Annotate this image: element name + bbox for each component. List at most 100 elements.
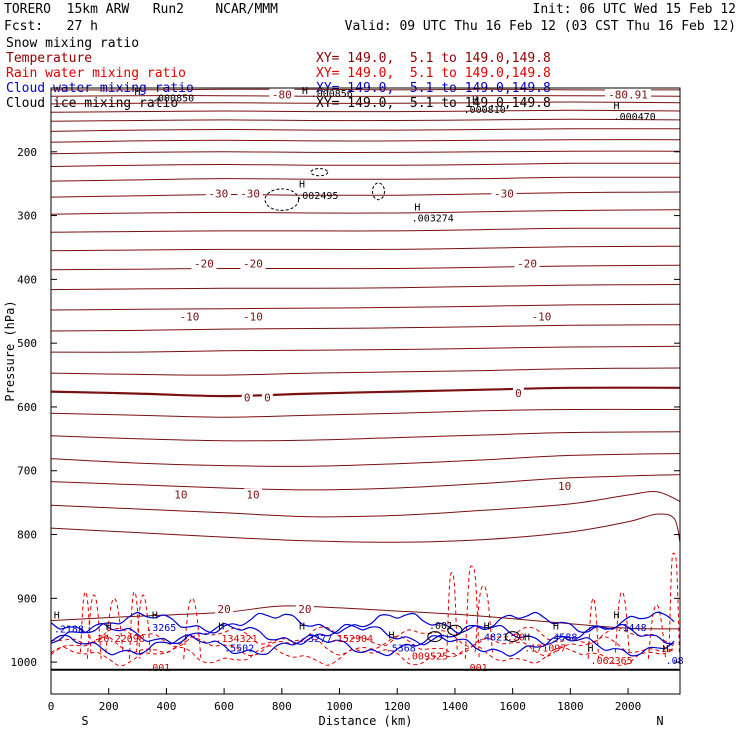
max-value-label: .001 <box>146 663 170 674</box>
cloud-ice-contour <box>264 188 300 211</box>
y-tick-label: 500 <box>17 337 37 350</box>
temperature-label-bg <box>514 257 540 270</box>
y-tick-label: 800 <box>17 529 37 542</box>
max-value-label: .22098 <box>109 634 145 645</box>
temperature-label: 20 <box>298 603 311 616</box>
temperature-contour <box>50 245 681 252</box>
temperature-label-bg <box>241 391 253 404</box>
temperature-label: -20 <box>243 257 263 270</box>
temperature-label-bg <box>215 603 234 616</box>
temperature-contour <box>50 88 681 91</box>
valid-time: Valid: 09 UTC Thu 16 Feb 12 (03 CST Thu … <box>344 19 736 34</box>
max-value-label: .1448 <box>617 623 647 634</box>
max-marker: H <box>299 180 305 191</box>
temperature-label-bg <box>243 488 262 501</box>
max-marker: H <box>614 610 620 621</box>
max-marker: H <box>54 610 60 621</box>
temperature-label: 10 <box>174 488 187 501</box>
max-value-label: .134321 <box>215 634 257 645</box>
temperature-label-bg <box>205 187 231 200</box>
y-tick-label: 1000 <box>11 656 38 669</box>
rain-water-contours <box>50 552 680 667</box>
temperature-label-bg <box>191 257 217 270</box>
rain-contour <box>474 585 493 653</box>
cloud-water-contour <box>50 622 675 646</box>
temperature-label-bg <box>240 257 266 270</box>
x-tick-label: 1800 <box>557 700 584 713</box>
temperature-label-bg <box>171 488 190 501</box>
x-tick-label: 800 <box>272 700 292 713</box>
north-label: N <box>656 714 663 728</box>
temperature-contour <box>50 176 681 182</box>
temperature-label-bg <box>512 386 524 399</box>
cloud-ice-contour <box>447 624 463 636</box>
legend-temperature-name: Temperature <box>6 51 93 66</box>
y-tick-label: 700 <box>17 465 37 478</box>
temperature-label: -30 <box>208 187 228 200</box>
x-tick-label: 0 <box>48 700 55 713</box>
rain-contour <box>50 626 675 648</box>
y-tick-label: 600 <box>17 401 37 414</box>
temperature-label-bg <box>295 603 314 616</box>
rain-contour <box>647 604 667 659</box>
temperature-label: -10 <box>532 310 552 323</box>
x-tick-label: 1000 <box>326 700 353 713</box>
max-value-label: .5502 <box>224 643 254 654</box>
temperature-contour <box>50 303 681 311</box>
temperature-label: 0 <box>244 391 251 404</box>
rain-contour <box>50 645 675 667</box>
temperature-label: 20 <box>217 603 230 616</box>
temperature-contour <box>50 453 681 467</box>
temperature-contour <box>50 431 681 442</box>
temperature-contour <box>50 118 681 122</box>
max-marker: H <box>135 87 141 98</box>
temperature-contour <box>50 227 681 233</box>
max-marker: H <box>299 622 305 633</box>
x-tick-label: 1400 <box>442 700 469 713</box>
max-value-label: .000856 <box>311 89 353 100</box>
rain-contour <box>50 635 675 657</box>
x-tick-label: 1200 <box>384 700 411 713</box>
cloud-ice-contour <box>505 631 521 643</box>
init-time: Init: 06 UTC Wed 15 Feb 12 <box>532 2 737 17</box>
max-value-label: .000470 <box>614 112 656 123</box>
max-value-label: .4588 <box>547 633 577 644</box>
temperature-label-bg <box>555 480 574 493</box>
temperature-contour <box>50 474 681 491</box>
temperature-contour <box>50 345 681 353</box>
legend-temperature-xy: XY= 149.0, 5.1 to 149.0,149.8 <box>316 51 551 66</box>
temperature-contour <box>50 491 681 518</box>
max-marker: H <box>302 86 308 97</box>
max-marker: H <box>663 644 669 655</box>
cloud-water-contour <box>50 634 675 657</box>
max-value-label: .000850 <box>152 94 194 105</box>
max-value-label: .171097 <box>524 643 566 654</box>
forecast-hour: Fcst: 27 h <box>4 19 98 34</box>
temperature-contour <box>50 162 681 167</box>
legend-snow-name: Snow mixing ratio <box>6 36 140 51</box>
temperature-contour <box>50 109 681 113</box>
temperature-label-bg <box>605 88 652 101</box>
y-tick-label: 200 <box>17 146 37 159</box>
y-axis-label: Pressure (hPa) <box>3 300 17 401</box>
max-value-label: .2188 <box>54 624 84 635</box>
temperature-label: -10 <box>180 310 200 323</box>
max-value-label: .009525 <box>406 652 448 663</box>
max-marker: H <box>106 622 112 633</box>
x-tick-label: 200 <box>99 700 119 713</box>
max-value-label: .000810 <box>464 105 506 116</box>
temperature-contour <box>50 367 681 376</box>
model-title: TORERO 15km ARW Run2 NCAR/MMM <box>4 2 278 17</box>
max-value-label: .3265 <box>146 623 176 634</box>
temperature-contour <box>50 264 681 271</box>
cloud-ice-contour <box>310 168 329 177</box>
max-marker: H <box>414 203 420 214</box>
max-value-label: .5368 <box>386 643 416 654</box>
temperature-label: -10 <box>243 310 263 323</box>
temperature-contour <box>50 408 681 418</box>
temperature-contour <box>50 209 681 215</box>
temperature-label-bg <box>237 187 263 200</box>
temperature-label: 10 <box>558 480 571 493</box>
max-marker: H <box>152 610 158 621</box>
temperature-label: -30 <box>240 187 260 200</box>
